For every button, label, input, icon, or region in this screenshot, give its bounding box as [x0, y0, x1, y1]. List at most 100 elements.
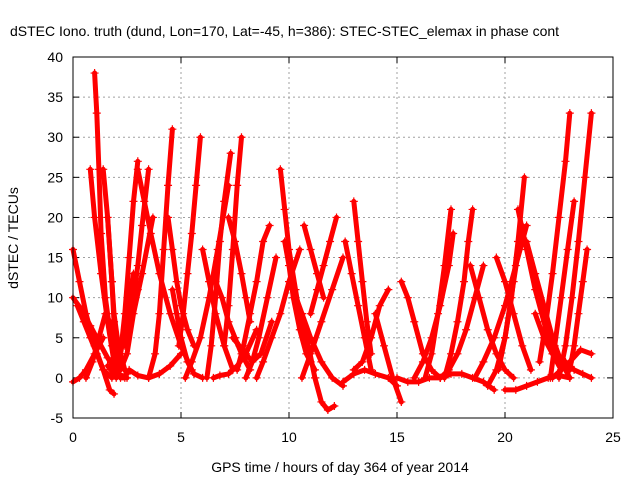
data-point: [475, 293, 484, 302]
data-point: [133, 261, 142, 270]
data-point: [259, 357, 268, 366]
data-series: [349, 197, 376, 358]
data-point: [565, 373, 574, 382]
x-tick-label: 0: [69, 429, 77, 445]
chart-title: dSTEC Iono. truth (dund, Lon=170, Lat=-4…: [10, 23, 559, 39]
data-point: [267, 333, 276, 342]
data-point: [494, 365, 503, 374]
y-tick-label: 15: [47, 250, 63, 266]
series-trace: [372, 311, 404, 405]
x-tick-label: 10: [281, 429, 297, 445]
data-point: [393, 381, 401, 390]
data-point: [237, 269, 246, 278]
data-point: [103, 353, 112, 362]
series-trace: [230, 319, 275, 365]
data-point: [462, 325, 471, 334]
data-point: [576, 345, 585, 354]
data-point: [555, 213, 563, 222]
data-point: [207, 341, 216, 350]
data-point: [133, 165, 142, 174]
data-point: [317, 317, 326, 326]
data-point: [105, 385, 114, 394]
data-point: [587, 349, 596, 358]
data-point: [215, 237, 224, 246]
data-point: [172, 277, 181, 286]
data-point: [403, 377, 412, 386]
data-point: [220, 197, 229, 206]
data-point: [289, 285, 298, 294]
data-point: [479, 377, 488, 386]
data-point: [367, 333, 376, 342]
data-point: [518, 341, 527, 350]
data-point: [215, 371, 224, 380]
data-series: [421, 205, 455, 382]
data-point: [120, 341, 129, 350]
data-point: [410, 373, 419, 382]
data-point: [317, 357, 326, 366]
data-point: [375, 301, 384, 310]
data-point: [464, 237, 473, 246]
data-point: [133, 157, 142, 166]
data-point: [317, 397, 326, 406]
series-trace: [176, 134, 203, 349]
data-point: [168, 285, 177, 294]
data-point: [567, 293, 576, 302]
data-point: [168, 125, 177, 134]
data-point: [125, 253, 134, 262]
data-point: [174, 341, 183, 350]
data-series: [565, 245, 592, 374]
data-point: [330, 401, 339, 410]
data-series: [73, 301, 116, 382]
data-series: [233, 221, 274, 374]
series-trace: [556, 110, 594, 381]
data-point: [94, 333, 103, 342]
data-point: [144, 165, 153, 174]
data-series: [202, 149, 235, 382]
y-tick-label: 25: [47, 169, 63, 185]
data-series: [555, 109, 596, 382]
plot-frame: [72, 56, 614, 419]
data-point: [360, 365, 369, 374]
data-point: [550, 341, 559, 350]
data-point: [252, 277, 261, 286]
data-point: [447, 349, 455, 358]
data-point: [228, 333, 237, 342]
series-trace: [165, 214, 197, 349]
y-tick-label: 30: [47, 129, 63, 145]
data-point: [103, 361, 112, 370]
data-point: [380, 341, 389, 350]
data-point: [252, 373, 261, 382]
data-point: [578, 369, 587, 378]
y-tick-label: 10: [47, 290, 63, 306]
data-point: [367, 349, 376, 358]
data-point: [183, 325, 192, 334]
data-point: [116, 349, 125, 358]
series-trace: [301, 223, 327, 301]
data-point: [533, 377, 542, 386]
data-point: [280, 205, 289, 214]
y-tick-label: 35: [47, 89, 63, 105]
data-point: [179, 309, 188, 318]
data-point: [371, 309, 380, 318]
data-point: [248, 357, 257, 366]
data-point: [155, 309, 164, 318]
series-trace: [299, 311, 337, 413]
data-point: [434, 309, 443, 318]
series-trace: [146, 126, 175, 381]
data-point: [522, 237, 531, 246]
data-point: [436, 373, 445, 382]
data-point: [492, 253, 501, 262]
data-point: [146, 229, 155, 238]
data-point: [144, 373, 153, 382]
data-point: [125, 317, 134, 326]
data-point: [168, 245, 177, 254]
data-point: [259, 237, 268, 246]
data-point: [226, 149, 235, 158]
data-series: [561, 357, 596, 382]
data-point: [587, 109, 596, 118]
data-series: [371, 309, 406, 406]
x-tick-label: 20: [497, 429, 513, 445]
data-series: [436, 369, 499, 394]
data-point: [129, 197, 138, 206]
series-trace: [169, 287, 206, 381]
